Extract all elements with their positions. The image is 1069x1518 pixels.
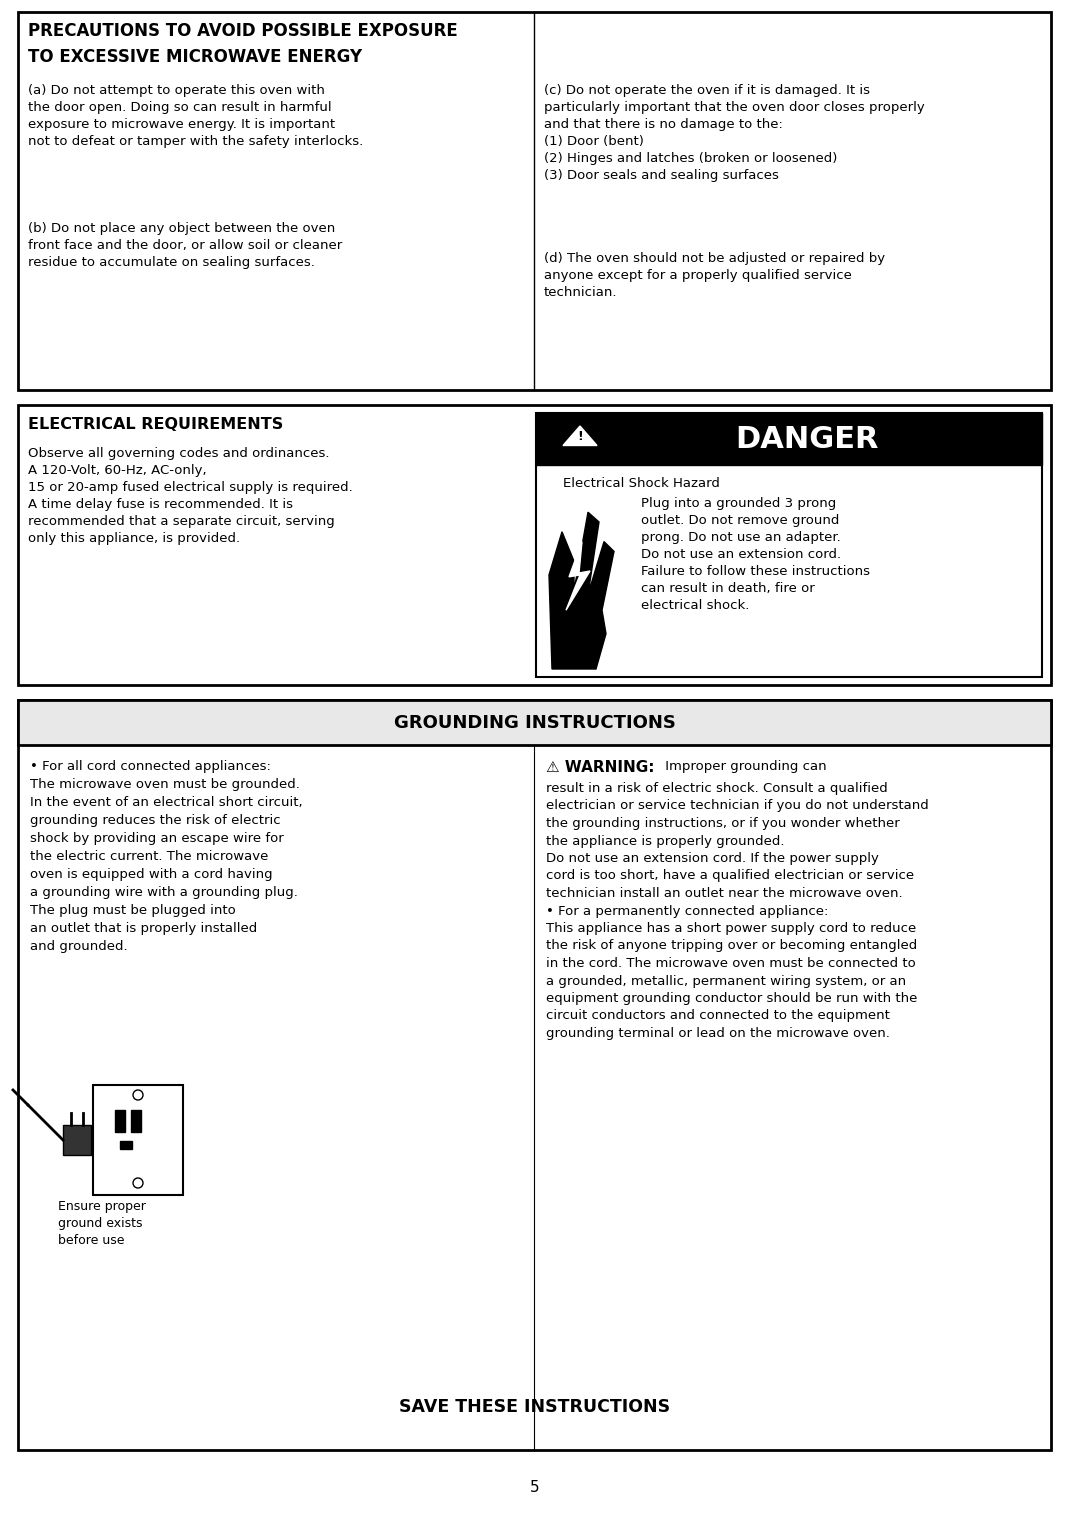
Text: Electrical Shock Hazard: Electrical Shock Hazard <box>562 477 719 490</box>
Text: TO EXCESSIVE MICROWAVE ENERGY: TO EXCESSIVE MICROWAVE ENERGY <box>28 49 362 65</box>
Text: (b) Do not place any object between the oven
front face and the door, or allow s: (b) Do not place any object between the … <box>28 222 342 269</box>
Bar <box>131 1110 141 1132</box>
Text: SAVE THESE INSTRUCTIONS: SAVE THESE INSTRUCTIONS <box>399 1398 670 1416</box>
Text: DANGER: DANGER <box>735 425 879 454</box>
Bar <box>536 413 1042 677</box>
Polygon shape <box>566 542 590 610</box>
Text: Ensure proper
ground exists
before use: Ensure proper ground exists before use <box>58 1201 145 1246</box>
Bar <box>18 700 1051 745</box>
Bar <box>93 1085 183 1195</box>
Bar <box>18 405 1051 685</box>
Text: !: ! <box>577 430 583 443</box>
Bar <box>536 413 1042 465</box>
Text: 5: 5 <box>529 1480 540 1495</box>
Text: Improper grounding can: Improper grounding can <box>661 761 826 773</box>
Text: GROUNDING INSTRUCTIONS: GROUNDING INSTRUCTIONS <box>393 713 676 732</box>
Bar <box>63 1125 91 1155</box>
Text: Plug into a grounded 3 prong
outlet. Do not remove ground
prong. Do not use an a: Plug into a grounded 3 prong outlet. Do … <box>641 496 870 612</box>
Text: • For all cord connected appliances:
The microwave oven must be grounded.
In the: • For all cord connected appliances: The… <box>30 761 303 953</box>
Bar <box>120 1142 131 1149</box>
Text: (d) The oven should not be adjusted or repaired by
anyone except for a properly : (d) The oven should not be adjusted or r… <box>544 252 885 299</box>
Polygon shape <box>563 427 597 445</box>
Text: (a) Do not attempt to operate this oven with
the door open. Doing so can result : (a) Do not attempt to operate this oven … <box>28 83 363 147</box>
Text: ⚠ WARNING:: ⚠ WARNING: <box>546 761 654 776</box>
Bar <box>115 1110 125 1132</box>
Circle shape <box>133 1178 143 1189</box>
Bar <box>18 700 1051 1450</box>
Bar <box>18 12 1051 390</box>
Text: Observe all governing codes and ordinances.
A 120-Volt, 60-Hz, AC-only,
15 or 20: Observe all governing codes and ordinanc… <box>28 446 353 545</box>
Text: ELECTRICAL REQUIREMENTS: ELECTRICAL REQUIREMENTS <box>28 417 283 433</box>
Polygon shape <box>549 512 614 669</box>
Text: PRECAUTIONS TO AVOID POSSIBLE EXPOSURE: PRECAUTIONS TO AVOID POSSIBLE EXPOSURE <box>28 21 458 39</box>
Circle shape <box>133 1090 143 1101</box>
Text: result in a risk of electric shock. Consult a qualified
electrician or service t: result in a risk of electric shock. Cons… <box>546 782 929 1040</box>
Text: (c) Do not operate the oven if it is damaged. It is
particularly important that : (c) Do not operate the oven if it is dam… <box>544 83 925 182</box>
